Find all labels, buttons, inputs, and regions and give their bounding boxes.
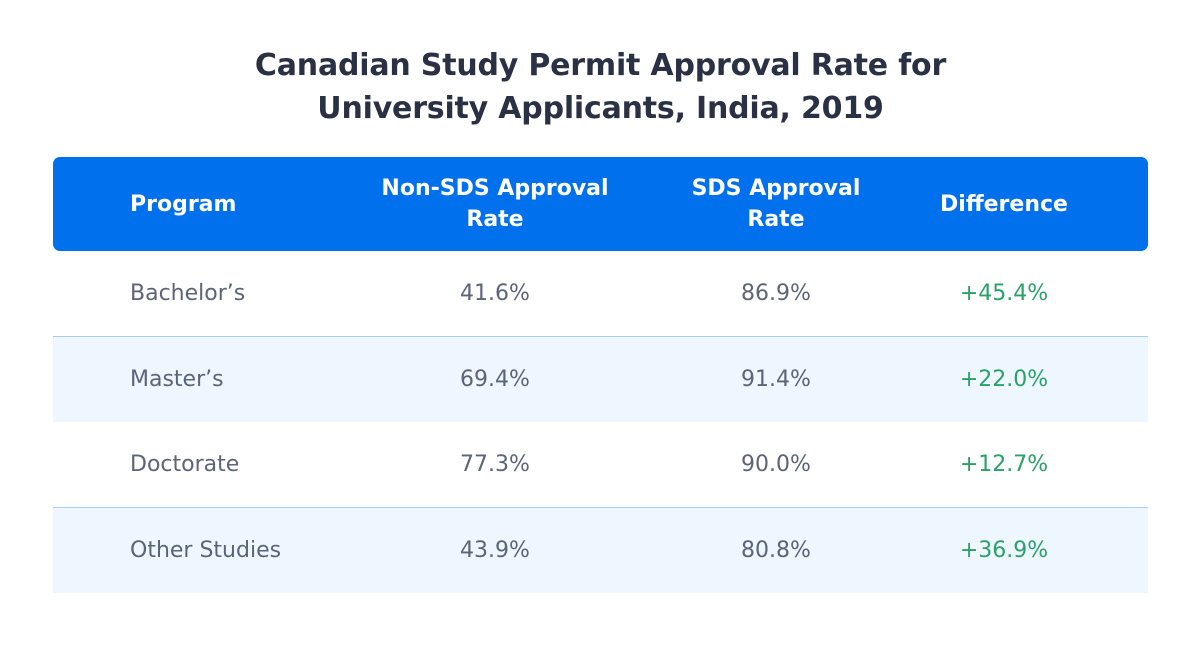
- column-header-sds-line-1: SDS Approval: [691, 176, 861, 201]
- table-row-other-studies: Other Studies 43.9% 80.8% +36.9%: [53, 507, 1148, 593]
- table-row-masters: Master’s 69.4% 91.4% +22.0%: [53, 336, 1148, 422]
- approval-rate-table: Program Non-SDS Approval Rate SDS Approv…: [53, 157, 1148, 593]
- column-header-program: Program: [130, 157, 380, 251]
- sds-rate-cell: 86.9%: [741, 281, 811, 306]
- column-header-non-sds: Non-SDS Approval Rate: [365, 157, 625, 251]
- column-header-difference-label: Difference: [940, 191, 1068, 217]
- difference-cell: +36.9%: [959, 538, 1049, 563]
- non-sds-rate-cell: 43.9%: [460, 538, 530, 563]
- column-header-difference: Difference: [889, 157, 1119, 251]
- non-sds-rate-cell: 77.3%: [460, 452, 530, 477]
- table-row-doctorate: Doctorate 77.3% 90.0% +12.7%: [53, 422, 1148, 507]
- non-sds-rate-cell: 69.4%: [460, 367, 530, 392]
- table-row-bachelors: Bachelor’s 41.6% 86.9% +45.4%: [53, 251, 1148, 336]
- non-sds-rate-cell: 41.6%: [460, 281, 530, 306]
- program-cell: Master’s: [130, 367, 224, 392]
- column-header-sds-line-2: Rate: [747, 207, 805, 232]
- column-header-sds: SDS Approval Rate: [646, 157, 906, 251]
- column-header-program-label: Program: [130, 191, 237, 217]
- difference-cell: +22.0%: [959, 367, 1049, 392]
- program-cell: Doctorate: [130, 452, 240, 477]
- program-cell: Bachelor’s: [130, 281, 246, 306]
- table-header: Program Non-SDS Approval Rate SDS Approv…: [53, 157, 1148, 251]
- difference-cell: +12.7%: [959, 452, 1049, 477]
- sds-rate-cell: 91.4%: [741, 367, 811, 392]
- chart-title-line-1: Canadian Study Permit Approval Rate for: [254, 48, 947, 83]
- column-header-non-sds-line-1: Non-SDS Approval: [381, 176, 609, 201]
- sds-rate-cell: 90.0%: [741, 452, 811, 477]
- chart-title: Canadian Study Permit Approval Rate for …: [0, 44, 1201, 130]
- program-cell: Other Studies: [130, 538, 282, 563]
- sds-rate-cell: 80.8%: [741, 538, 811, 563]
- column-header-non-sds-line-2: Rate: [466, 207, 524, 232]
- chart-title-line-2: University Applicants, India, 2019: [317, 91, 884, 126]
- difference-cell: +45.4%: [959, 281, 1049, 306]
